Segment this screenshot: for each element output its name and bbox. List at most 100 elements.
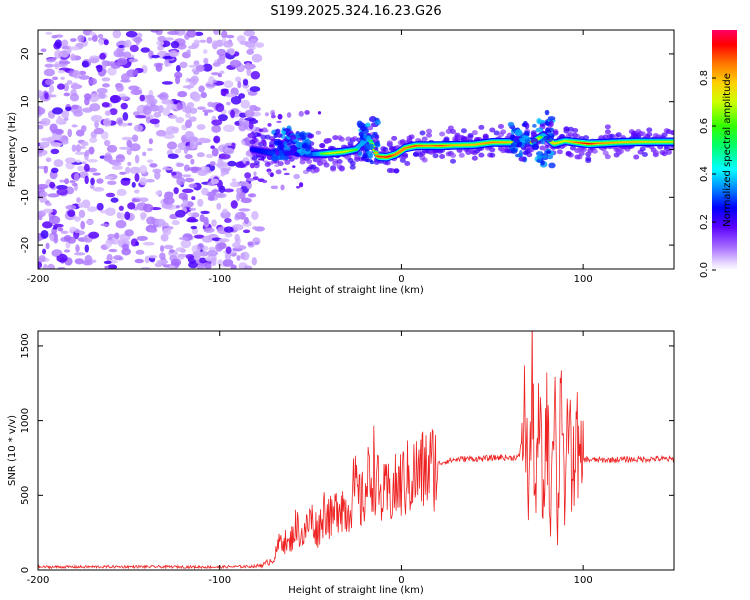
colorbar-tick-label: 0.2 [699, 214, 710, 230]
noise-blob [240, 99, 251, 109]
noise-blob [40, 118, 51, 126]
noise-blob [66, 80, 73, 85]
signal-halo [670, 130, 674, 136]
noise-blob [131, 134, 139, 143]
noise-blob [188, 64, 198, 68]
noise-blob [217, 144, 229, 153]
noise-blob [127, 122, 133, 126]
signal-burst [292, 138, 300, 143]
noise-blob [128, 85, 140, 91]
noise-blob [220, 88, 229, 93]
signal-halo [652, 150, 659, 156]
noise-blob [100, 131, 109, 140]
noise-blob [48, 94, 57, 98]
signal-halo [421, 136, 428, 142]
noise-blob [203, 216, 209, 225]
noise-blob [238, 117, 245, 125]
signal-halo [498, 123, 505, 129]
signal-burst [283, 150, 291, 155]
spectrogram-x-tick-label: 0 [398, 274, 404, 285]
signal-band [536, 137, 542, 139]
noise-blob [197, 242, 204, 250]
noise-blob [43, 68, 55, 77]
noise-blob [111, 165, 124, 170]
signal-halo [251, 138, 258, 144]
noise-blob [198, 137, 207, 143]
noise-blob [283, 172, 290, 176]
noise-blob [134, 258, 144, 264]
noise-blob [156, 259, 169, 265]
noise-blob [184, 130, 195, 140]
noise-blob [230, 264, 237, 269]
noise-blob [103, 139, 111, 147]
noise-blob [221, 30, 228, 39]
noise-blob [119, 146, 130, 150]
snr-x-tick-label: 0 [398, 575, 404, 586]
noise-blob [99, 52, 107, 60]
noise-blob [165, 125, 178, 135]
signal-halo [604, 154, 611, 160]
colorbar-label: Normalized spectral amplitude [722, 73, 733, 227]
noise-blob [231, 224, 244, 231]
noise-blob [57, 69, 65, 74]
noise-blob [80, 141, 89, 147]
signal-halo [467, 132, 474, 138]
noise-blob [239, 191, 246, 200]
noise-blob [204, 111, 209, 117]
noise-blob [217, 259, 223, 267]
noise-blob [41, 221, 53, 229]
noise-blob [276, 120, 282, 124]
noise-blob [154, 171, 161, 180]
signal-burst [298, 132, 305, 138]
noise-blob [109, 108, 118, 116]
noise-blob [53, 159, 64, 168]
noise-blob [162, 107, 171, 116]
noise-blob [249, 162, 255, 169]
noise-blob [121, 73, 130, 82]
noise-blob [171, 220, 180, 226]
noise-blob [121, 136, 133, 141]
noise-blob [127, 161, 132, 166]
signal-halo [275, 169, 282, 175]
noise-blob [235, 211, 247, 220]
signal-halo [489, 127, 496, 133]
noise-blob [317, 111, 322, 115]
signal-burst [546, 150, 552, 154]
noise-blob [134, 173, 140, 182]
noise-blob [75, 159, 82, 163]
snr-x-tick-label: -200 [27, 575, 50, 586]
noise-blob [74, 151, 86, 155]
noise-blob [93, 127, 105, 135]
signal-burst [273, 140, 282, 146]
noise-blob [88, 231, 100, 239]
noise-blob [105, 239, 112, 248]
noise-blob [146, 159, 154, 164]
noise-blob [249, 193, 257, 198]
noise-blob [122, 51, 132, 59]
noise-blob [167, 30, 180, 36]
noise-blob [217, 157, 224, 167]
noise-blob [115, 219, 127, 229]
spectrogram-x-tick-label: -200 [27, 274, 50, 285]
noise-blob [192, 251, 203, 258]
noise-blob [189, 207, 197, 211]
noise-blob [81, 161, 87, 165]
noise-blob [124, 211, 131, 220]
noise-blob [63, 234, 72, 242]
signal-burst [363, 134, 368, 139]
noise-blob [45, 202, 52, 207]
noise-blob [67, 128, 73, 138]
noise-blob [63, 92, 71, 97]
noise-blob [87, 206, 98, 213]
noise-blob [315, 130, 322, 135]
noise-blob [270, 114, 276, 119]
noise-blob [243, 120, 250, 130]
noise-blob [67, 209, 76, 217]
noise-blob [252, 237, 261, 246]
noise-blob [83, 93, 92, 100]
noise-blob [194, 31, 204, 36]
noise-blob [220, 210, 231, 219]
noise-blob [187, 167, 199, 172]
noise-blob [226, 48, 235, 55]
noise-blob [236, 255, 241, 261]
